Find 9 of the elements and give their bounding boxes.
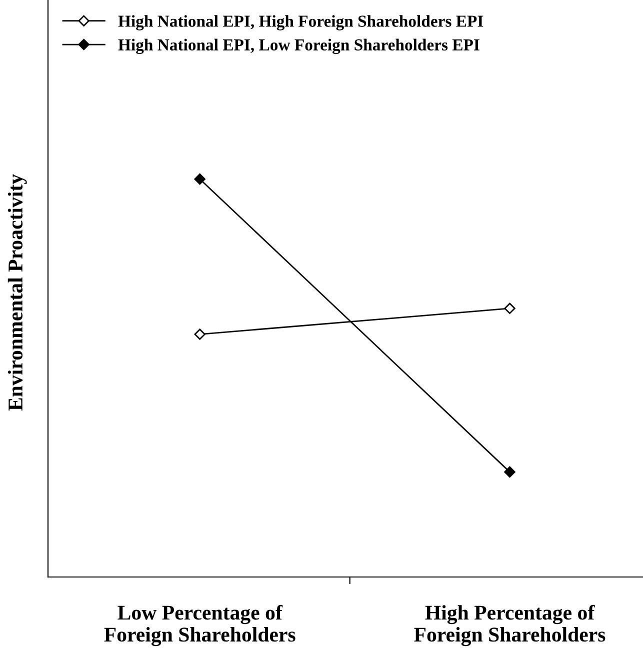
point bbox=[504, 466, 516, 478]
point bbox=[194, 173, 206, 185]
point bbox=[504, 302, 516, 314]
y-axis-title: Environmental Proactivity bbox=[8, 174, 27, 411]
legend-label: High National EPI, High Foreign Shareholders EPI bbox=[118, 15, 484, 30]
x-tick-label: High Percentage of Foreign Shareholders bbox=[414, 604, 606, 646]
x-tick-label: Low Percentage of Foreign Shareholders bbox=[104, 604, 296, 646]
legend-label: High National EPI, Low Foreign Shareholders EPI bbox=[118, 38, 480, 54]
point bbox=[194, 328, 206, 340]
